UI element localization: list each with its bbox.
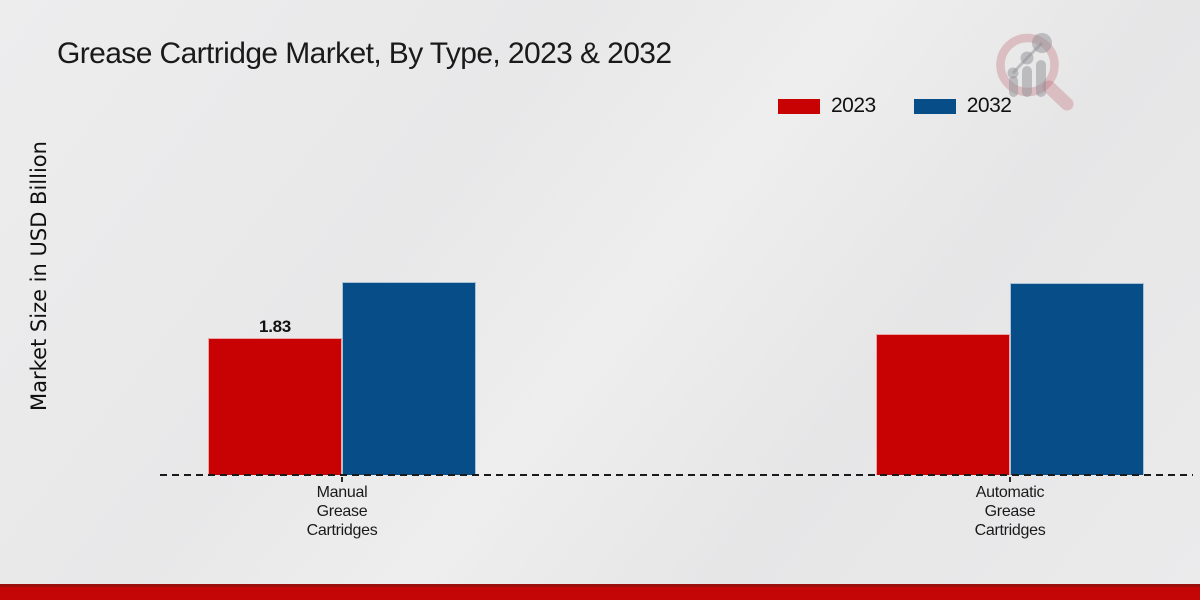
x-axis-tick-manual [341,477,343,482]
legend-label-2032: 2032 [966,94,1012,117]
legend: 2023 2032 [778,94,1012,118]
legend-item-2032: 2032 [913,94,1012,118]
legend-swatch-2023 [778,98,820,114]
bar-2023-manual-grease-cartridges [208,338,342,475]
bar-2032-automatic-grease-cartridges [1010,283,1144,475]
category-label-manual-grease-cartridges: Manual Grease Cartridges [306,484,378,539]
legend-swatch-2032 [913,98,956,114]
bar-2032-manual-grease-cartridges [342,282,476,475]
x-axis-tick-automatic [1009,477,1011,482]
bar-2023-automatic-grease-cartridges [876,334,1010,475]
chart-title: Grease Cartridge Market, By Type, 2023 &… [57,37,672,70]
category-label-automatic-grease-cartridges: Automatic Grease Cartridges [974,484,1046,539]
x-axis-baseline [160,474,1193,476]
legend-label-2023: 2023 [831,94,876,117]
legend-item-2023: 2023 [778,94,876,118]
bar-value-label: 1.83 [259,317,291,336]
magnifier-bar-chart-logo-icon [996,33,1074,111]
footer-accent-banner [0,584,1200,600]
